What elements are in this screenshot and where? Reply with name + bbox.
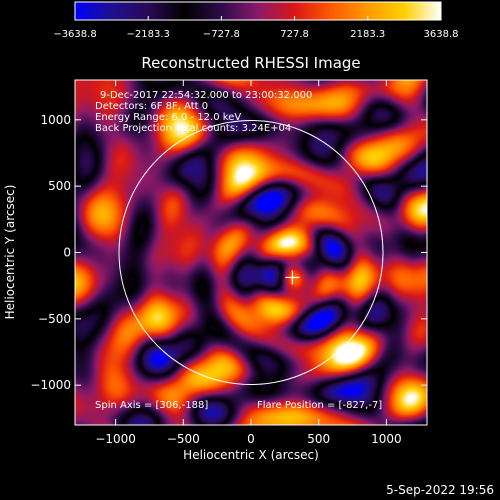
heatmap-image (75, 80, 427, 425)
y-tick-label: −1000 (30, 378, 71, 392)
y-tick-label: 500 (48, 179, 71, 193)
annotation-detectors: Detectors: 6F 8F, Att 0 (95, 101, 208, 112)
colorbar-tick-label: −3638.8 (53, 29, 96, 40)
colorbar-gradient (74, 1, 442, 21)
x-axis-label: Heliocentric X (arcsec) (183, 448, 319, 462)
y-tick-label: 0 (63, 246, 71, 260)
x-tick-label: −1000 (95, 432, 136, 446)
y-axis-ticks: −1000 −500 0 500 1000 (30, 113, 427, 392)
annotation-flare-position: Flare Position = [-827,-7] (257, 400, 382, 411)
colorbar: −3638.8 −2183.3 −727.8 727.8 2183.3 3638.8 (53, 1, 459, 40)
colorbar-tick-label: 727.8 (280, 29, 309, 40)
annotation-spin-axis: Spin Axis = [306,-188] (95, 400, 208, 411)
y-tick-label: −500 (38, 312, 71, 326)
x-tick-label: 500 (307, 432, 330, 446)
annotation-method: Back Projection Total counts: 3.24E+04 (95, 123, 291, 134)
y-axis-label: Heliocentric Y (arcsec) (3, 185, 17, 320)
colorbar-ticks: −3638.8 −2183.3 −727.8 727.8 2183.3 3638.8 (53, 16, 459, 40)
image-area (74, 79, 428, 426)
annotation-time: 9-Dec-2017 22:54:32.000 to 23:00:32.000 (100, 90, 312, 101)
spin-axis-marker (285, 270, 300, 285)
plot-title: Reconstructed RHESSI Image (141, 54, 360, 72)
y-tick-label: 1000 (40, 113, 71, 127)
x-axis-ticks: −1000 −500 0 500 1000 (95, 80, 402, 446)
solar-limb-circle (118, 120, 384, 385)
footer-date: 5-Sep-2022 19:56 (386, 483, 494, 497)
colorbar-tick-label: −727.8 (203, 29, 240, 40)
x-tick-label: −500 (167, 432, 200, 446)
colorbar-tick-label: 3638.8 (424, 29, 459, 40)
colorbar-tick-label: 2183.3 (350, 29, 385, 40)
x-tick-label: 1000 (371, 432, 402, 446)
annotation-energy: Energy Range: 6.0 - 12.0 keV (95, 112, 241, 123)
colorbar-tick-label: −2183.3 (127, 29, 170, 40)
x-tick-label: 0 (247, 432, 255, 446)
